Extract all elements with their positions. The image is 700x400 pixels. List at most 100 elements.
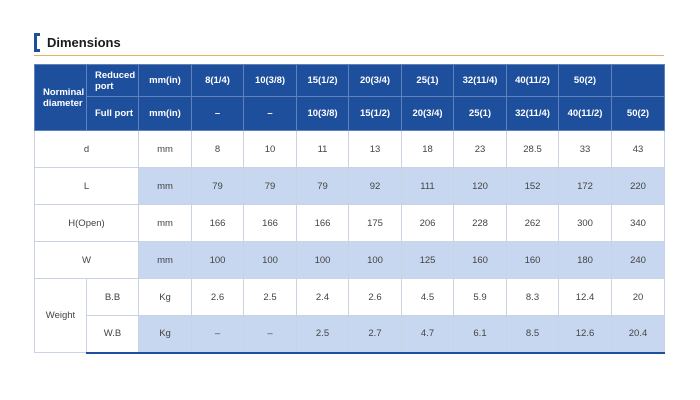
table-cell: 5.9 xyxy=(453,278,507,316)
table-cell: 180 xyxy=(558,241,612,279)
table-row-l: L mm 79 79 79 92 111 120 152 172 220 xyxy=(34,167,665,205)
table-cell: 10 xyxy=(243,130,297,168)
table-cell: 6.1 xyxy=(453,315,507,354)
table-cell: 166 xyxy=(243,204,297,242)
table-row-w: W mm 100 100 100 100 125 160 160 180 240 xyxy=(34,241,665,279)
bracket-icon xyxy=(34,33,40,52)
table-cell: 12.6 xyxy=(558,315,612,354)
table-cell: 4.7 xyxy=(401,315,454,354)
table-cell: 340 xyxy=(611,204,665,242)
row-label: d xyxy=(34,130,139,168)
table-cell: 152 xyxy=(506,167,559,205)
table-cell: 20 xyxy=(611,278,665,316)
reduced-size: 8(1/4) xyxy=(191,64,244,97)
table-cell: 2.6 xyxy=(348,278,402,316)
weight-label: Weight xyxy=(34,278,87,353)
reduced-size: 20(3/4) xyxy=(348,64,402,97)
full-size: 50(2) xyxy=(611,96,665,131)
table-cell: 23 xyxy=(453,130,507,168)
table-cell: 220 xyxy=(611,167,665,205)
table-cell: 228 xyxy=(453,204,507,242)
table-cell: 2.5 xyxy=(296,315,349,354)
reduced-size: 25(1) xyxy=(401,64,454,97)
table-cell: 100 xyxy=(243,241,297,279)
table-cell: 125 xyxy=(401,241,454,279)
table-cell: 172 xyxy=(558,167,612,205)
unit-header: mm(in) xyxy=(138,96,192,131)
table-cell: 300 xyxy=(558,204,612,242)
table-cell: 120 xyxy=(453,167,507,205)
table-cell: 28.5 xyxy=(506,130,559,168)
row-label: W xyxy=(34,241,139,279)
full-port-row: Full port mm(in) – – 10(3/8) 15(1/2) 20(… xyxy=(35,96,665,131)
table-cell: 2.6 xyxy=(191,278,244,316)
table-cell: 206 xyxy=(401,204,454,242)
full-size: 32(11/4) xyxy=(506,96,559,131)
row-unit: Kg xyxy=(138,278,192,316)
dimensions-table: Norminal diameter Reduced port mm(in) 8(… xyxy=(34,64,665,354)
table-cell: – xyxy=(191,315,244,354)
table-row-bb: Weight B.B Kg 2.6 2.5 2.4 2.6 4.5 5.9 8.… xyxy=(34,278,665,353)
table-cell: 262 xyxy=(506,204,559,242)
row-label: H(Open) xyxy=(34,204,139,242)
table-cell: 100 xyxy=(191,241,244,279)
table-row-h: H(Open) mm 166 166 166 175 206 228 262 3… xyxy=(34,204,665,242)
title-divider xyxy=(34,55,664,56)
row-unit: mm xyxy=(138,241,192,279)
row-unit: mm xyxy=(138,130,192,168)
table-cell: 11 xyxy=(296,130,349,168)
nominal-diameter-label: Norminal diameter xyxy=(34,64,87,131)
full-size: 10(3/8) xyxy=(296,96,349,131)
row-unit: mm xyxy=(138,204,192,242)
row-label: W.B xyxy=(86,315,139,354)
table-cell: 12.4 xyxy=(558,278,612,316)
reduced-size: 15(1/2) xyxy=(296,64,349,97)
table-cell: 111 xyxy=(401,167,454,205)
full-port-label: Full port xyxy=(86,96,139,131)
table-cell: 240 xyxy=(611,241,665,279)
unit-header: mm(in) xyxy=(138,64,192,97)
table-cell: 2.7 xyxy=(348,315,402,354)
reduced-size: 40(11/2) xyxy=(506,64,559,97)
table-cell: 8.3 xyxy=(506,278,559,316)
full-size: 40(11/2) xyxy=(558,96,612,131)
table-cell: 8.5 xyxy=(506,315,559,354)
page-title: Dimensions xyxy=(47,35,121,50)
reduced-size xyxy=(611,64,665,97)
table-cell: 8 xyxy=(191,130,244,168)
table-cell: 18 xyxy=(401,130,454,168)
table-cell: 160 xyxy=(506,241,559,279)
table-row-d: d mm 8 10 11 13 18 23 28.5 33 43 xyxy=(34,130,665,168)
row-label: L xyxy=(34,167,139,205)
table-row-wb: W.B Kg – – 2.5 2.7 4.7 6.1 8.5 12.6 20.4 xyxy=(35,315,665,354)
table-cell: – xyxy=(243,315,297,354)
table-cell: 100 xyxy=(348,241,402,279)
reduced-port-label: Reduced port xyxy=(86,64,139,97)
table-cell: 79 xyxy=(243,167,297,205)
table-cell: 166 xyxy=(296,204,349,242)
table-cell: 2.5 xyxy=(243,278,297,316)
table-cell: 160 xyxy=(453,241,507,279)
table-cell: 79 xyxy=(296,167,349,205)
table-cell: 43 xyxy=(611,130,665,168)
table-cell: 92 xyxy=(348,167,402,205)
table-cell: 100 xyxy=(296,241,349,279)
table-cell: 33 xyxy=(558,130,612,168)
table-cell: 166 xyxy=(191,204,244,242)
reduced-size: 32(11/4) xyxy=(453,64,507,97)
table-cell: 20.4 xyxy=(611,315,665,354)
row-unit: Kg xyxy=(138,315,192,354)
full-size: 25(1) xyxy=(453,96,507,131)
section-header: Dimensions xyxy=(34,33,664,55)
full-size: 15(1/2) xyxy=(348,96,402,131)
table-cell: 13 xyxy=(348,130,402,168)
table-cell: 175 xyxy=(348,204,402,242)
table-cell: 4.5 xyxy=(401,278,454,316)
row-unit: mm xyxy=(138,167,192,205)
table-cell: 2.4 xyxy=(296,278,349,316)
full-size: 20(3/4) xyxy=(401,96,454,131)
full-size: – xyxy=(243,96,297,131)
reduced-size: 50(2) xyxy=(558,64,612,97)
reduced-port-row: Norminal diameter Reduced port mm(in) 8(… xyxy=(34,64,665,131)
full-size: – xyxy=(191,96,244,131)
